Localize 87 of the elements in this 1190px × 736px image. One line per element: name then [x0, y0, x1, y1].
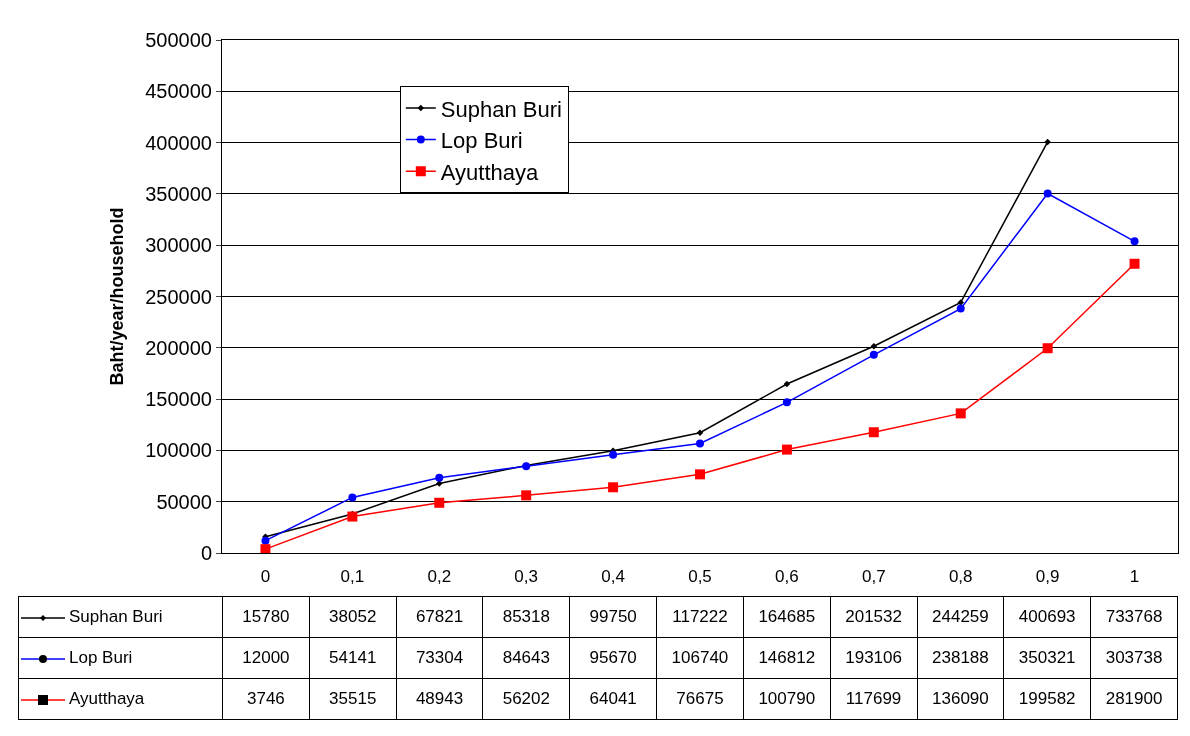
point	[1044, 138, 1051, 146]
y-tick-label: 350000	[145, 182, 212, 205]
text: Suphan Buri	[69, 607, 163, 626]
data-label: 56202	[482, 678, 570, 720]
point	[608, 482, 619, 493]
data-label: 201532	[830, 596, 917, 638]
point	[957, 299, 964, 306]
point	[956, 304, 965, 313]
point	[434, 497, 445, 508]
data-label: 38052	[309, 596, 397, 638]
point	[347, 511, 358, 522]
point	[260, 544, 271, 553]
data-label: 99750	[569, 596, 657, 638]
point	[261, 536, 270, 545]
data-label: 3746	[222, 678, 310, 720]
data-label: 146812	[743, 637, 831, 679]
point	[1130, 237, 1139, 246]
x-tick-label: 1	[1129, 567, 1140, 587]
data-label: 76675	[656, 678, 744, 720]
point	[521, 490, 532, 501]
y-tick-label: 50000	[156, 490, 212, 513]
data-label: 95670	[569, 637, 657, 679]
x-tick-label: 0,7	[862, 567, 886, 587]
x-tick-label: 0,5	[688, 567, 712, 587]
point	[695, 469, 705, 480]
point	[955, 408, 966, 419]
data-label: 281900	[1090, 678, 1178, 720]
data-label: 48943	[396, 678, 483, 720]
data-label: 117222	[656, 596, 744, 638]
data-label: 100790	[743, 678, 831, 720]
text: Ayutthaya	[69, 689, 145, 708]
data-label: 303738	[1090, 637, 1178, 679]
data-label: 244259	[917, 596, 1004, 638]
data-label: 350321	[1003, 637, 1091, 679]
data-label: 12000	[222, 637, 310, 679]
legend-label: Lop Buri	[440, 128, 523, 154]
data-label: 199582	[1003, 678, 1091, 720]
x-tick-label: 0	[260, 567, 271, 587]
data-label: 164685	[743, 596, 831, 638]
point	[782, 398, 791, 407]
point	[781, 444, 792, 455]
y-tick-label: 200000	[145, 336, 212, 359]
y-tick-label: 250000	[145, 285, 212, 308]
y-tick-label: 100000	[145, 439, 212, 462]
data-label: 35515	[309, 678, 397, 720]
y-tick-label: 450000	[145, 80, 212, 103]
y-tick-label: 400000	[145, 131, 212, 154]
data-label: 54141	[309, 637, 397, 679]
point	[348, 493, 357, 502]
y-tick-label: 150000	[145, 388, 212, 411]
x-tick-label: 0,1	[340, 567, 365, 587]
point	[783, 380, 791, 388]
point	[609, 450, 618, 459]
data-label: 67821	[396, 596, 483, 638]
data-label: 73304	[396, 637, 483, 679]
point	[868, 427, 879, 438]
data-label: 400693	[1003, 596, 1091, 638]
x-tick-label: 0,2	[427, 567, 452, 587]
data-label: 106740	[656, 637, 744, 679]
data-label: 15780	[222, 596, 310, 638]
point	[869, 350, 878, 359]
x-tick-label: 0,9	[1035, 567, 1060, 587]
data-label: 84643	[482, 637, 570, 679]
x-tick-label: 0,6	[775, 567, 799, 587]
data-label: 85318	[482, 596, 570, 638]
point	[1129, 258, 1140, 269]
x-tick-label: 0,8	[948, 567, 973, 587]
data-label: 64041	[569, 678, 657, 720]
y-axis-title: Baht/year/household	[107, 207, 128, 386]
x-tick-label: 0,4	[601, 567, 625, 587]
y-tick-label: 300000	[145, 234, 212, 257]
point	[696, 439, 704, 448]
point	[435, 473, 444, 482]
point	[870, 342, 878, 350]
text: Lop Buri	[69, 648, 133, 667]
y-tick-label: 0	[200, 542, 212, 564]
x-tick-label: 0,3	[514, 567, 538, 587]
legend-label: Suphan Buri	[440, 96, 562, 122]
legend-label: Ayutthaya	[440, 159, 540, 185]
point	[1042, 343, 1053, 354]
data-label: 117699	[830, 678, 917, 720]
data-label: 238188	[917, 637, 1004, 679]
point	[1043, 189, 1052, 198]
data-label: 193106	[830, 637, 917, 679]
text: 733768	[1105, 607, 1163, 626]
y-tick-label: 500000	[145, 29, 212, 51]
data-label: 136090	[917, 678, 1004, 720]
